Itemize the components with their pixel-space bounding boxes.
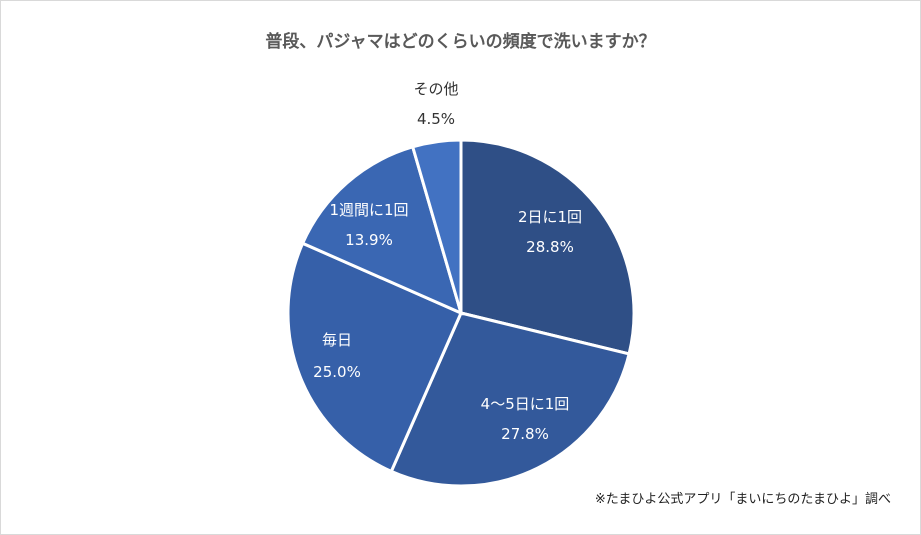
slice-label: 毎日 (322, 331, 352, 349)
pie-slice (286, 241, 463, 474)
slice-value-label: 4.5% (417, 110, 455, 128)
slice-value-label: 28.8% (526, 238, 574, 256)
slice-value-label: 27.8% (501, 425, 549, 443)
pie-slice (389, 311, 631, 488)
slice-value-label: 13.9% (345, 231, 393, 249)
slice-label: 2日に1回 (518, 208, 582, 226)
pie-slice (300, 145, 464, 316)
slice-value-label: 25.0% (313, 363, 361, 381)
pie-slice (459, 138, 636, 356)
pie-slice (410, 138, 463, 314)
chart-title: 普段、パジャマはどのくらいの頻度で洗いますか？ (265, 32, 656, 52)
slice-label: その他 (413, 80, 458, 98)
source-note: ※たまひよ公式アプリ「まいにちのたまひよ」調べ (594, 492, 891, 507)
slice-label: 1週間に1回 (329, 201, 408, 219)
slice-label: 4～5日に1回 (481, 395, 570, 413)
